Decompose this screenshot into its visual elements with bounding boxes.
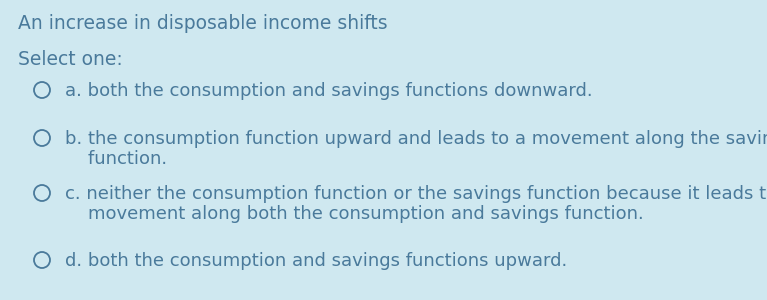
Text: a. both the consumption and savings functions downward.: a. both the consumption and savings func… <box>65 82 593 100</box>
Text: d. both the consumption and savings functions upward.: d. both the consumption and savings func… <box>65 252 568 270</box>
Text: movement along both the consumption and savings function.: movement along both the consumption and … <box>65 205 644 223</box>
Text: b. the consumption function upward and leads to a movement along the savings: b. the consumption function upward and l… <box>65 130 767 148</box>
Text: Select one:: Select one: <box>18 50 123 69</box>
Text: c. neither the consumption function or the savings function because it leads to : c. neither the consumption function or t… <box>65 185 767 203</box>
Text: An increase in disposable income shifts: An increase in disposable income shifts <box>18 14 387 33</box>
Text: function.: function. <box>65 150 167 168</box>
